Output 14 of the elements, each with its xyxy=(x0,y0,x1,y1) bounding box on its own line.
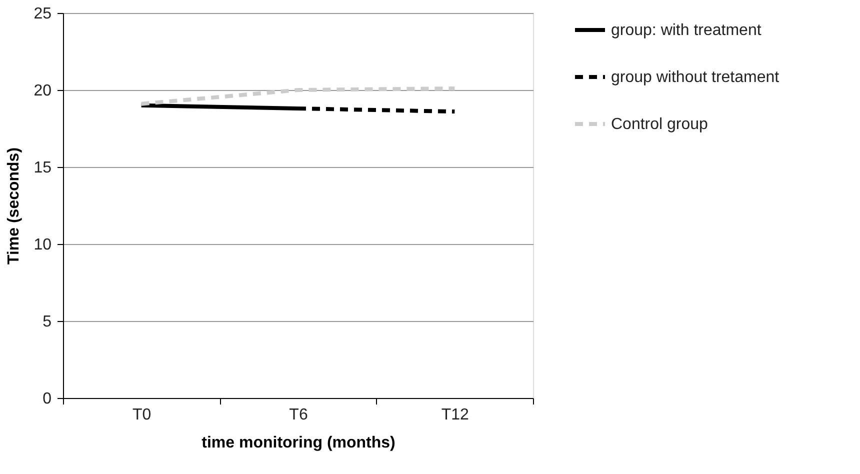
legend-label: group: with treatment xyxy=(611,22,762,39)
legend-label: Control group xyxy=(611,116,708,133)
x-axis-title: time monitoring (months) xyxy=(202,434,396,452)
x-tick-label: T12 xyxy=(441,406,470,424)
y-axis-title: Time (seconds) xyxy=(6,147,23,265)
x-tick-label: T6 xyxy=(289,406,308,424)
y-tick-label: 25 xyxy=(34,6,52,22)
x-tick-label: T0 xyxy=(132,406,152,424)
y-tick-label: 15 xyxy=(34,160,52,176)
y-tick-label: 5 xyxy=(42,314,52,330)
legend-label: group without tretament xyxy=(611,69,780,86)
y-tick-label: 0 xyxy=(42,390,52,408)
y-tick-label: 20 xyxy=(34,82,52,100)
y-tick-label: 10 xyxy=(34,236,52,254)
